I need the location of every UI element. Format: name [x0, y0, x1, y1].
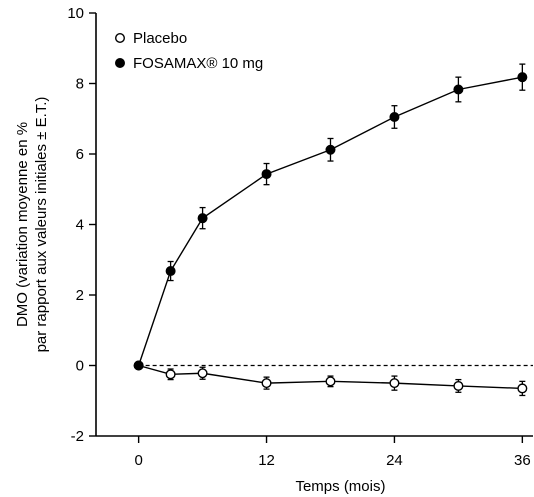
data-point — [453, 84, 464, 95]
data-point — [197, 368, 208, 379]
x-tick-label: 24 — [386, 452, 403, 469]
data-point — [261, 378, 272, 389]
y-tick-label: 0 — [76, 358, 84, 375]
legend-item-1: FOSAMAX® 10 mg — [114, 55, 263, 72]
data-point — [197, 213, 208, 224]
legend-marker — [114, 58, 125, 69]
data-point — [261, 169, 272, 180]
y-tick-label: 8 — [76, 76, 84, 93]
y-tick-label: 2 — [76, 287, 84, 304]
legend-marker — [114, 33, 125, 44]
x-axis-title: Temps (mois) — [295, 478, 385, 495]
y-tick-label: 4 — [76, 217, 84, 234]
data-point — [133, 360, 144, 371]
series-line — [138, 364, 523, 390]
series-line — [137, 76, 523, 366]
legend-item-0: Placebo — [114, 30, 187, 47]
y-tick-label: -2 — [71, 428, 84, 445]
x-tick-label: 0 — [134, 452, 142, 469]
y-axis-title-line-1: DMO (variation moyenne en % — [14, 122, 31, 327]
y-tick-label: 10 — [67, 5, 84, 22]
data-point — [325, 376, 336, 387]
legend-label: FOSAMAX® 10 mg — [133, 55, 263, 72]
data-point — [165, 266, 176, 277]
data-point — [517, 72, 528, 83]
series-0 — [133, 360, 528, 397]
legend: Placebo FOSAMAX® 10 mg — [114, 30, 263, 72]
data-point — [165, 369, 176, 380]
y-tick-label: 6 — [76, 146, 84, 163]
series-1 — [133, 63, 528, 371]
y-axis-title-line-2: par rapport aux valeurs initiales ± E.T.… — [33, 97, 50, 353]
series-group — [133, 63, 528, 397]
data-point — [389, 378, 400, 389]
data-point — [453, 380, 464, 391]
x-tick-label: 36 — [514, 452, 531, 469]
data-point — [517, 383, 528, 394]
data-point — [389, 111, 400, 122]
legend-label: Placebo — [133, 30, 187, 47]
data-point — [325, 144, 336, 155]
x-tick-label: 12 — [258, 452, 275, 469]
